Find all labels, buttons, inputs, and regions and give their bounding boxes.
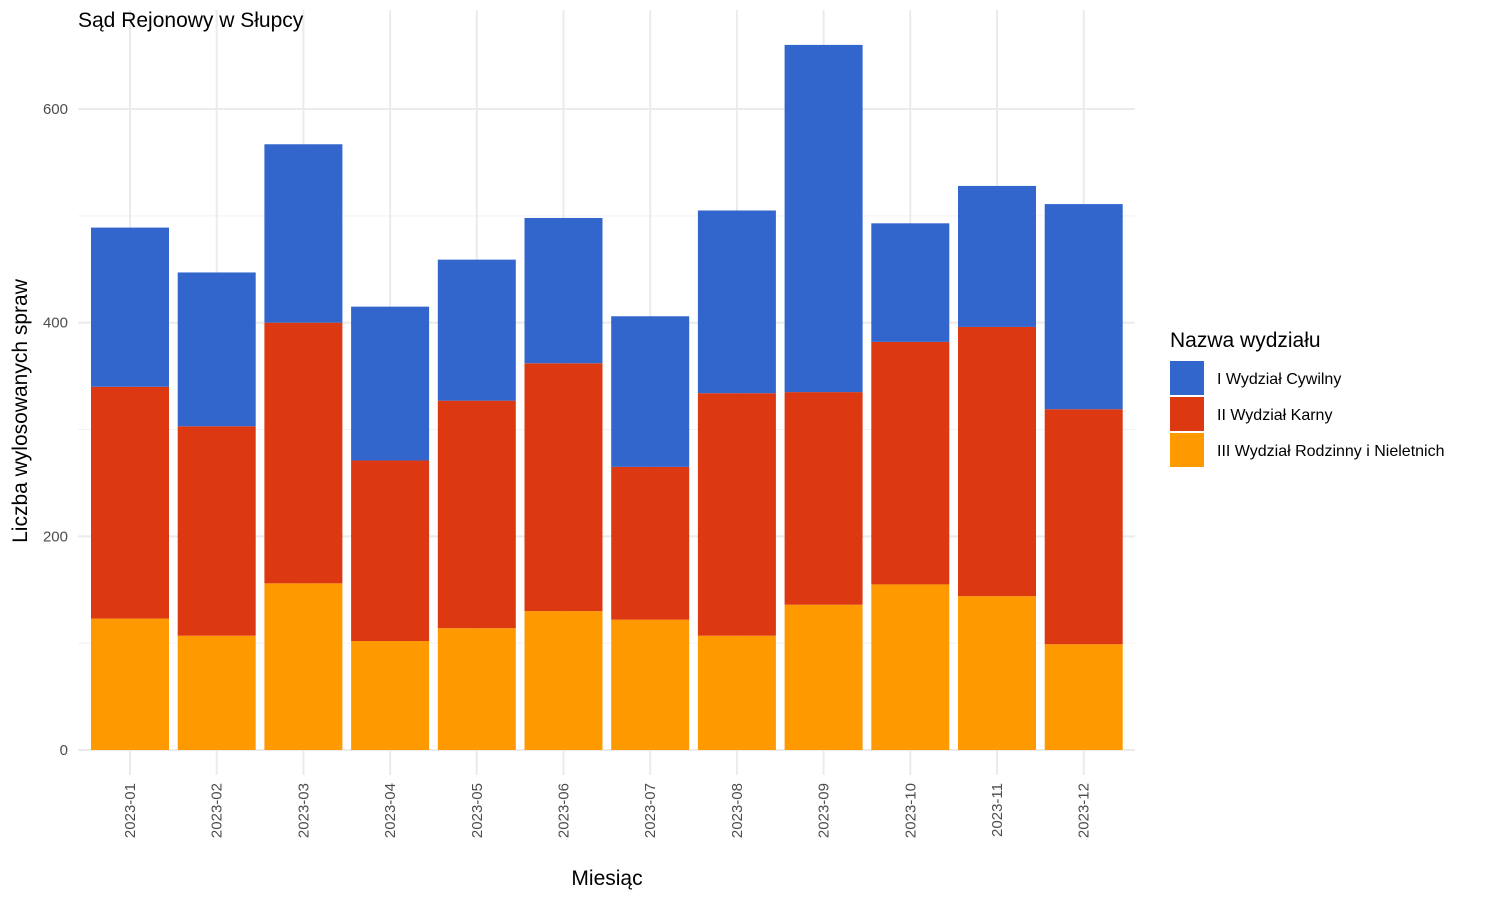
x-axis-title: Miesiąc (571, 867, 642, 890)
bar-segment (264, 322, 343, 584)
x-tick-label: 2023-03 (295, 783, 312, 838)
bar-segment (91, 227, 169, 387)
bar-segment (524, 611, 603, 750)
bar-segment (91, 386, 169, 619)
y-tick-label: 400 (43, 315, 68, 332)
x-tick-label: 2023-01 (122, 783, 139, 838)
x-tick-label: 2023-11 (989, 783, 1006, 837)
legend-label: III Wydział Rodzinny i Nieletnich (1217, 443, 1445, 460)
bar-segment (1044, 204, 1123, 410)
y-axis-title: Liczba wylosowanych spraw (9, 278, 32, 543)
chart-title: Sąd Rejonowy w Słupcy (78, 9, 304, 32)
bar-segment (611, 316, 690, 467)
legend-swatch (1170, 397, 1204, 431)
bar-segment (697, 210, 776, 394)
bar-segment (351, 641, 430, 750)
bar-segment (958, 596, 1036, 750)
bar-segment (871, 223, 950, 342)
x-tick-label: 2023-07 (642, 783, 659, 838)
y-tick-label: 200 (43, 528, 68, 545)
legend-swatch (1170, 361, 1204, 395)
bar-segment (958, 185, 1036, 327)
bar-segment (1044, 644, 1123, 750)
bar-segment (437, 400, 516, 629)
bar-segment (437, 259, 516, 401)
x-axis-ticks: 2023-01 2023-02 2023-03 2023-04 2023-05 2023-… (122, 783, 1093, 838)
bar-segment (524, 217, 603, 364)
bar-segment (784, 392, 863, 605)
legend-label: II Wydział Karny (1217, 407, 1332, 424)
bar-segment (437, 628, 516, 750)
bar-segment (351, 460, 430, 642)
y-tick-label: 0 (60, 742, 68, 759)
bar-segment (871, 341, 950, 585)
legend-title: Nazwa wydziału (1170, 329, 1321, 352)
legend: Nazwa wydziału I Wydział Cywilny II Wydzi… (1170, 329, 1445, 467)
bar-segment (958, 326, 1036, 597)
bar-segment (784, 604, 863, 750)
bar-segment (351, 306, 430, 461)
x-tick-label: 2023-08 (729, 783, 746, 838)
bar-segment (611, 619, 690, 750)
bar-segment (177, 635, 256, 750)
bars-layer (91, 44, 1123, 750)
bar-segment (611, 466, 690, 620)
bar-segment (177, 272, 256, 427)
y-tick-label: 600 (43, 101, 68, 118)
legend-label: I Wydział Cywilny (1217, 371, 1341, 388)
bar-segment (524, 363, 603, 612)
bar-segment (871, 584, 950, 750)
x-tick-label: 2023-06 (556, 783, 573, 838)
bar-segment (1044, 409, 1123, 645)
legend-items: I Wydział Cywilny II Wydział Karny III Wyd… (1170, 361, 1445, 467)
bar-segment (264, 583, 343, 750)
x-tick-label: 2023-02 (209, 783, 226, 838)
bar-segment (264, 144, 343, 323)
x-tick-label: 2023-05 (469, 783, 486, 838)
y-axis-ticks: 0 200 400 600 (43, 101, 68, 759)
bar-segment (177, 426, 256, 636)
bar-segment (697, 635, 776, 750)
bar-segment (91, 618, 169, 750)
bar-segment (697, 393, 776, 636)
x-tick-label: 2023-09 (816, 783, 833, 838)
bar-segment (784, 44, 863, 393)
x-tick-label: 2023-12 (1076, 783, 1093, 838)
x-tick-label: 2023-04 (382, 783, 399, 838)
x-tick-label: 2023-10 (902, 783, 919, 838)
legend-swatch (1170, 433, 1204, 467)
